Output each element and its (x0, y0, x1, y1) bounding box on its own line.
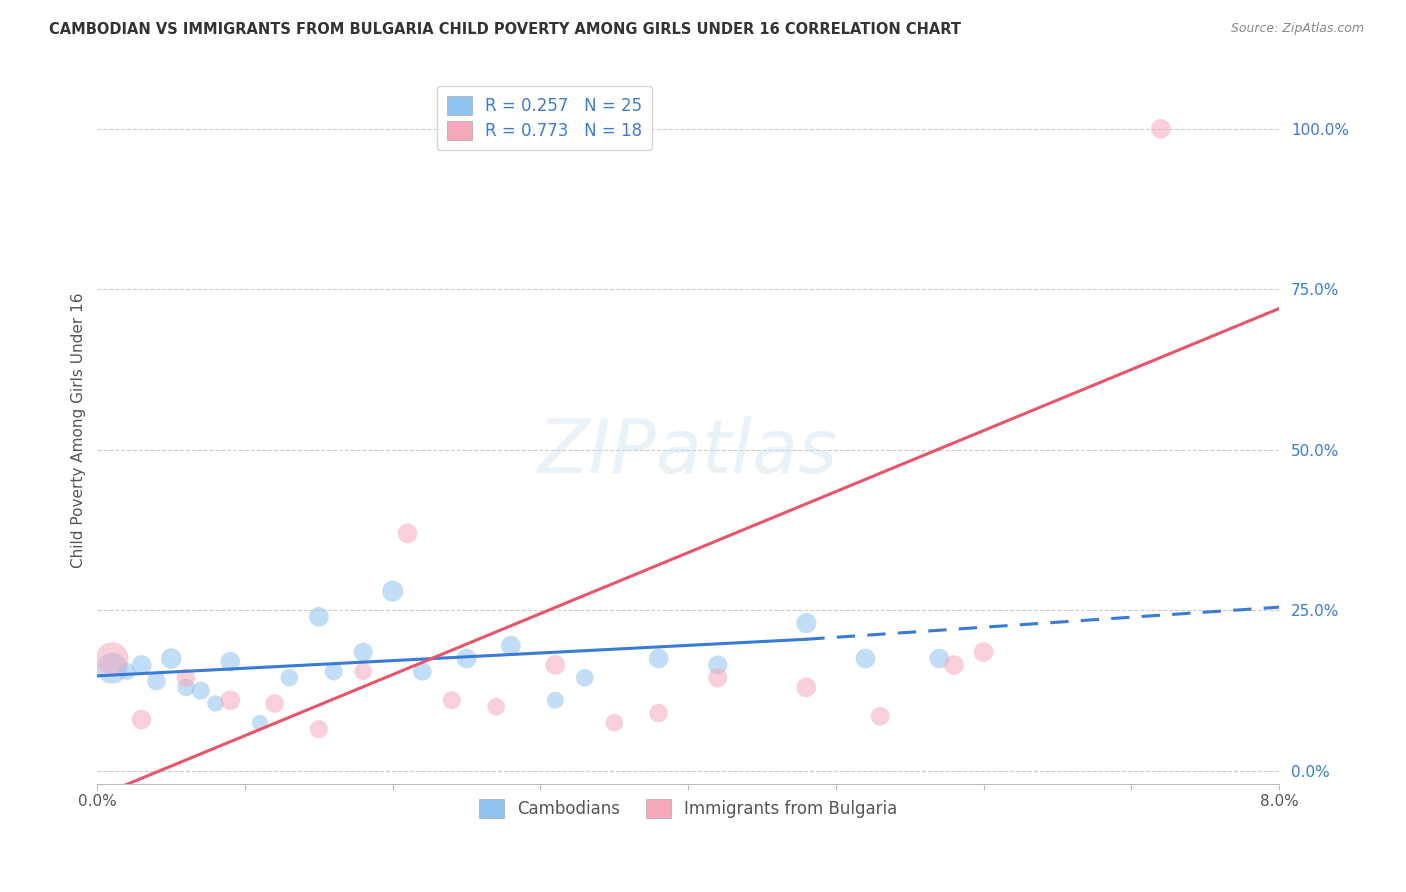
Point (101, 661, 124, 675)
Text: CAMBODIAN VS IMMIGRANTS FROM BULGARIA CHILD POVERTY AMONG GIRLS UNDER 16 CORRELA: CAMBODIAN VS IMMIGRANTS FROM BULGARIA CH… (49, 22, 962, 37)
Y-axis label: Child Poverty Among Girls Under 16: Child Poverty Among Girls Under 16 (72, 293, 86, 568)
Point (499, 639, 522, 653)
Point (943, 657, 966, 672)
Point (411, 665, 433, 679)
Point (706, 657, 728, 672)
Point (381, 584, 404, 599)
Point (396, 526, 419, 541)
Point (485, 699, 508, 714)
Legend: Cambodians, Immigrants from Bulgaria: Cambodians, Immigrants from Bulgaria (472, 792, 904, 825)
Text: Source: ZipAtlas.com: Source: ZipAtlas.com (1230, 22, 1364, 36)
Point (544, 693, 567, 707)
Point (706, 671, 728, 685)
Point (204, 697, 226, 711)
Point (855, 651, 877, 665)
Point (544, 657, 567, 672)
Point (249, 715, 271, 730)
Point (278, 671, 301, 685)
Point (101, 651, 124, 665)
Point (131, 713, 153, 727)
Point (219, 655, 242, 669)
Point (308, 722, 330, 736)
Point (174, 681, 197, 695)
Point (322, 665, 344, 679)
Point (928, 651, 950, 665)
Point (647, 706, 669, 720)
Point (145, 673, 167, 688)
Point (352, 665, 374, 679)
Point (190, 683, 212, 698)
Point (574, 671, 596, 685)
Point (796, 681, 818, 695)
Point (973, 645, 995, 659)
Point (456, 651, 478, 665)
Point (115, 665, 138, 679)
Point (131, 657, 153, 672)
Point (160, 651, 183, 665)
Point (1150, 121, 1173, 136)
Point (263, 697, 285, 711)
Point (603, 715, 626, 730)
Point (219, 693, 242, 707)
Point (352, 645, 374, 659)
Point (647, 651, 669, 665)
Point (796, 616, 818, 631)
Text: ZIPatlas: ZIPatlas (538, 416, 838, 488)
Point (869, 709, 891, 723)
Point (308, 609, 330, 624)
Point (440, 693, 463, 707)
Point (174, 671, 197, 685)
